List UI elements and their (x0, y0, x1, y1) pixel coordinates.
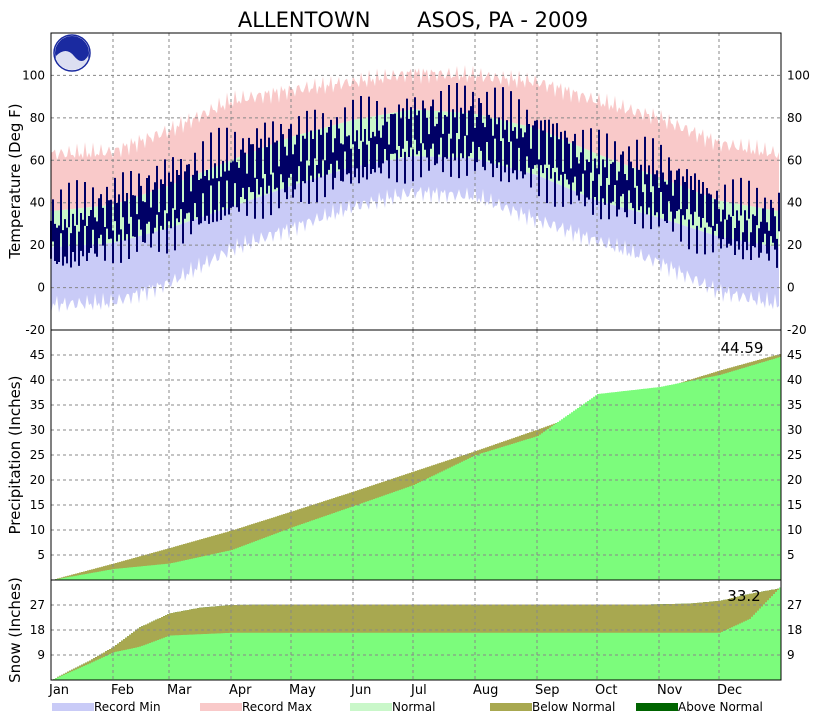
tick-label-right: 35 (787, 398, 802, 412)
legend-swatch-above-normal (636, 703, 678, 711)
month-label: Nov (657, 683, 683, 698)
tick-label-right: 40 (787, 373, 802, 387)
tick-label-right: 100 (787, 68, 810, 82)
tick-label-left: 35 (30, 398, 45, 412)
tick-label-right: 10 (787, 523, 802, 537)
noaa-logo (53, 34, 91, 72)
tick-label-right: 40 (787, 196, 802, 210)
month-label: Jan (48, 683, 69, 698)
legend-label-normal: Normal (392, 700, 435, 714)
month-label: Mar (167, 683, 192, 698)
month-label: Feb (111, 683, 134, 698)
tick-label-left: 25 (30, 448, 45, 462)
month-label: May (289, 683, 316, 698)
tick-label-right: 45 (787, 348, 802, 362)
tick-label-left: 80 (30, 111, 45, 125)
legend-swatch-record-max (200, 703, 242, 711)
legend-label-above-normal: Above Normal (678, 700, 763, 714)
precip-actual-area (51, 357, 781, 580)
tick-label-left: 10 (30, 523, 45, 537)
tick-label-left: 45 (30, 348, 45, 362)
month-label: Dec (717, 683, 742, 698)
precip-total-label: 44.59 (721, 339, 764, 357)
month-label: Apr (229, 683, 252, 698)
tick-label-right: 25 (787, 448, 802, 462)
legend-label-below-normal: Below Normal (532, 700, 615, 714)
snow-total-label: 33.2 (727, 587, 760, 605)
tick-label-left: -20 (25, 323, 45, 337)
legend-swatch-below-normal (490, 703, 532, 711)
tick-label-left: 40 (30, 196, 45, 210)
tick-label-right: 18 (787, 623, 802, 637)
tick-label-left: 5 (37, 548, 45, 562)
tick-label-left: 60 (30, 153, 45, 167)
axis-label-y: Precipitation (Inches) (6, 376, 24, 535)
tick-label-left: 20 (30, 238, 45, 252)
tick-label-right: 0 (787, 281, 795, 295)
chart-title: ALLENTOWN ASOS, PA - 2009 (238, 8, 588, 32)
axis-label-y: Temperature (Deg F) (6, 103, 24, 259)
tick-label-right: 80 (787, 111, 802, 125)
tick-label-left: 0 (37, 281, 45, 295)
tick-label-left: 18 (30, 623, 45, 637)
month-label: Aug (473, 683, 498, 698)
record-min-band (51, 156, 779, 314)
month-label: Jun (350, 683, 371, 698)
legend-swatch-normal (350, 703, 392, 711)
axis-label-y: Snow (Inches) (6, 577, 24, 683)
tick-label-right: 27 (787, 598, 802, 612)
tick-label-left: 40 (30, 373, 45, 387)
snow-actual-area (51, 587, 781, 680)
month-label: Oct (595, 683, 617, 698)
tick-label-left: 15 (30, 498, 45, 512)
tick-label-right: 20 (787, 238, 802, 252)
tick-label-left: 20 (30, 473, 45, 487)
month-label: Jul (410, 683, 427, 698)
tick-label-right: -20 (787, 323, 807, 337)
legend-label-record-min: Record Min (94, 700, 161, 714)
snow-panel-frame (50, 579, 782, 681)
tick-label-right: 9 (787, 648, 795, 662)
tick-label-right: 15 (787, 498, 802, 512)
tick-label-right: 5 (787, 548, 795, 562)
tick-label-right: 30 (787, 423, 802, 437)
tick-label-right: 20 (787, 473, 802, 487)
legend-swatch-record-min (52, 703, 94, 711)
month-label: Sep (535, 683, 560, 698)
tick-label-left: 27 (30, 598, 45, 612)
tick-label-left: 9 (37, 648, 45, 662)
tick-label-right: 60 (787, 153, 802, 167)
tick-label-left: 30 (30, 423, 45, 437)
tick-label-left: 100 (22, 68, 45, 82)
legend-label-record-max: Record Max (242, 700, 312, 714)
